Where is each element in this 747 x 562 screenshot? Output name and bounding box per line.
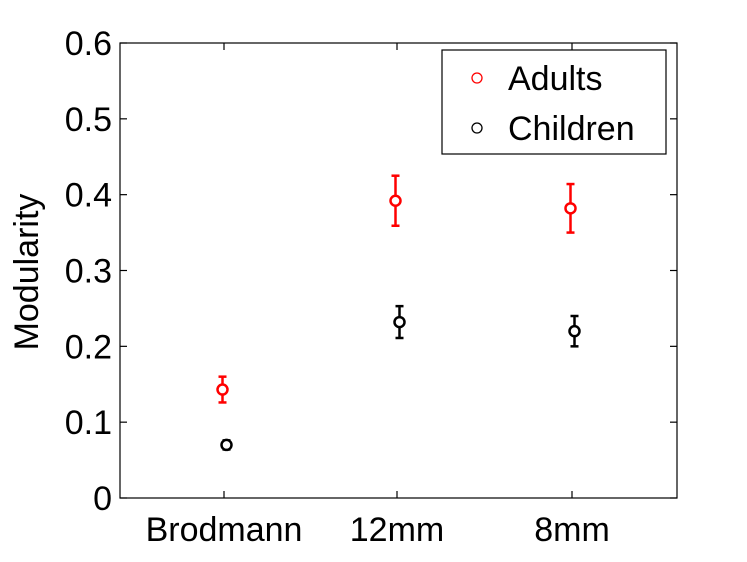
data-point (220, 438, 233, 452)
x-tick-label: 12mm (350, 511, 444, 549)
data-point (564, 202, 577, 215)
y-tick-label: 0.4 (65, 177, 112, 215)
legend: Adults Children (441, 49, 667, 155)
y-tick-label: 0.1 (65, 404, 112, 442)
y-tick-label: 0 (93, 480, 112, 518)
data-point (393, 315, 406, 329)
data-point (568, 324, 581, 338)
y-tick-label: 0.2 (65, 328, 112, 366)
data-marks (216, 174, 581, 452)
y-tick-label: 0.3 (65, 253, 112, 291)
x-tick-label: 8mm (534, 511, 610, 549)
y-tick-label: 0.5 (65, 101, 112, 139)
legend-label: Adults (508, 60, 603, 98)
legend-label: Children (508, 110, 635, 148)
legend-marker (471, 122, 483, 134)
data-point (216, 383, 229, 396)
legend-box (441, 49, 667, 155)
y-tick-label: 0.6 (65, 25, 112, 63)
x-tick-label: Brodmann (146, 511, 303, 549)
y-axis: 0 0.1 0.2 0.3 0.4 0.5 0.6 (65, 25, 677, 518)
data-point (389, 194, 402, 207)
x-axis: Brodmann 12mm 8mm (146, 43, 610, 549)
legend-marker (471, 72, 483, 84)
y-axis-title: Modularity (8, 194, 46, 351)
